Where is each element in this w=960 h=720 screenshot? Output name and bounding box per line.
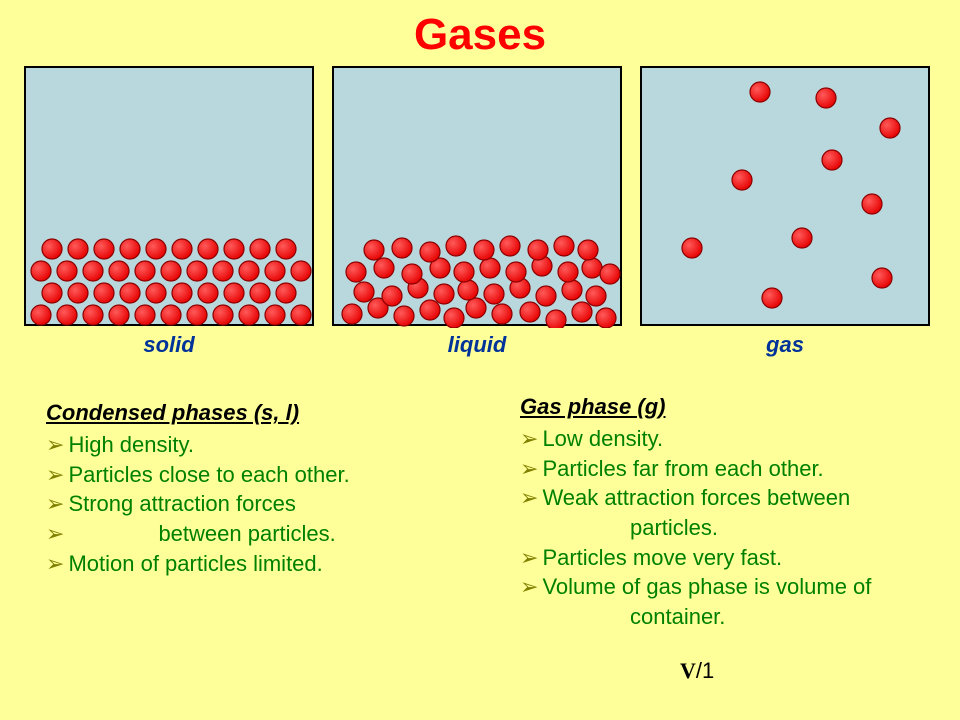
slide-number: V/1: [680, 658, 714, 684]
footer-rest: /1: [696, 658, 714, 683]
particles-gas: [642, 68, 932, 328]
bullet-item: ➢Particles close to each other.: [46, 460, 350, 490]
particles-solid: [26, 68, 316, 328]
label-solid: solid: [24, 332, 314, 358]
gas-phase-section: Gas phase (g) ➢Low density.➢Particles fa…: [520, 394, 871, 632]
particles-liquid: [334, 68, 624, 328]
condensed-bullets: ➢High density.➢Particles close to each o…: [46, 430, 350, 578]
bullet-item: ➢Volume of gas phase is volume of: [520, 572, 871, 602]
bullet-item: container.: [520, 602, 871, 632]
panel-gas: [640, 66, 930, 326]
bullet-item: ➢Weak attraction forces between: [520, 483, 871, 513]
bullet-item: ➢Particles far from each other.: [520, 454, 871, 484]
bullet-item: ➢Particles move very fast.: [520, 543, 871, 573]
label-gas: gas: [640, 332, 930, 358]
bullet-item: particles.: [520, 513, 871, 543]
gas-bullets: ➢Low density.➢Particles far from each ot…: [520, 424, 871, 632]
bullet-item: ➢Low density.: [520, 424, 871, 454]
panel-solid: [24, 66, 314, 326]
bullet-item: ➢High density.: [46, 430, 350, 460]
condensed-phases-section: Condensed phases (s, l) ➢High density.➢P…: [46, 400, 350, 578]
slide-title: Gases: [0, 10, 960, 60]
label-liquid: liquid: [332, 332, 622, 358]
footer-roman: V: [680, 658, 696, 683]
bullet-item: ➢Strong attraction forces: [46, 489, 350, 519]
bullet-item: ➢between particles.: [46, 519, 350, 549]
slide: Gases solid liquid gas Condensed phases …: [0, 0, 960, 720]
bullet-item: ➢Motion of particles limited.: [46, 549, 350, 579]
panel-liquid: [332, 66, 622, 326]
condensed-heading: Condensed phases (s, l): [46, 400, 350, 426]
gas-heading: Gas phase (g): [520, 394, 871, 420]
